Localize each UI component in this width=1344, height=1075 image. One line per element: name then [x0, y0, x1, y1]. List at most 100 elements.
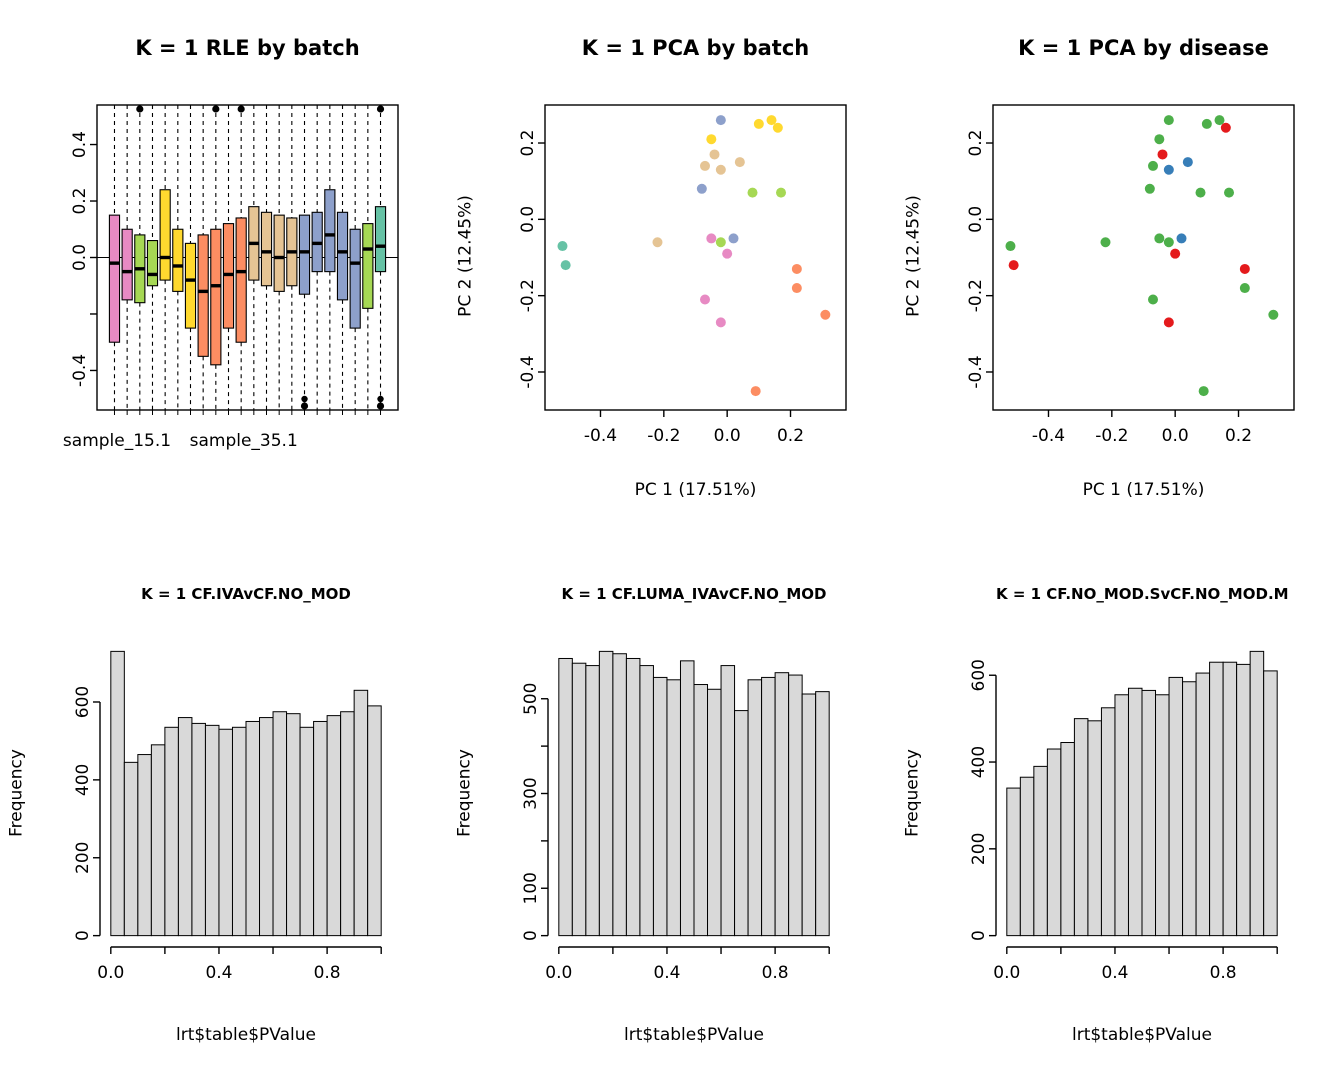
data-point [791, 263, 802, 274]
histogram-bar [1222, 661, 1238, 937]
histogram-bar [720, 665, 736, 937]
pca-disease-scatter-plot: -0.4 -0.2 0.0 0.2 0.2 0.0 -0.2 -0.4 [966, 104, 1295, 446]
data-point [1144, 183, 1155, 194]
tick-label: 0.2 [518, 129, 538, 156]
data-point [1163, 115, 1174, 126]
tick-label: 100 [521, 872, 541, 904]
tick-label: -0.4 [1032, 426, 1065, 446]
data-point [1224, 187, 1235, 198]
histogram-bar [761, 676, 776, 937]
tick-label: -0.2 [966, 279, 986, 312]
tick-label: 0.0 [714, 426, 741, 446]
histogram-bar [1195, 672, 1211, 937]
tick-label: 0.0 [518, 206, 538, 233]
tick-label: -0.2 [518, 279, 538, 312]
x-axis-label: PC 1 (17.51%) [634, 480, 757, 500]
histogram-bar [164, 726, 179, 937]
tick-label: -0.2 [647, 426, 680, 446]
pvalue-histogram-plot: 0 200 400 600 0.0 0.4 0.8 [73, 650, 382, 983]
histogram-bar [639, 665, 654, 937]
data-point [1239, 283, 1250, 294]
data-point [1148, 294, 1159, 305]
tick-label: 0.0 [545, 963, 572, 983]
histogram-bar [707, 688, 722, 937]
data-point [750, 386, 761, 397]
data-point [1239, 263, 1250, 274]
data-point [715, 317, 726, 328]
data-point [715, 115, 726, 126]
histogram-bar [1182, 681, 1197, 937]
data-point [1201, 118, 1212, 129]
tick-label: 0.8 [1210, 963, 1237, 983]
data-point [722, 248, 733, 259]
chart-title: K = 1 PCA by batch [581, 36, 810, 60]
y-axis-label: Frequency [902, 749, 923, 837]
data-point [1163, 164, 1174, 175]
histogram-bar [747, 679, 763, 937]
box [159, 189, 171, 281]
tick-label: 0 [521, 930, 541, 941]
box [273, 214, 285, 292]
box [235, 217, 247, 343]
data-point [709, 149, 720, 160]
histogram-bar [774, 672, 790, 937]
tick-label: 600 [73, 686, 93, 718]
chart-title: K = 1 RLE by batch [135, 36, 360, 60]
histogram-bar [1046, 748, 1062, 937]
data-point [715, 164, 726, 175]
tick-label: 0.2 [777, 426, 804, 446]
rle-boxplot-plot: -0.4 0.0 0.2 0.4 sample_15.1 sample_35.1 [63, 104, 399, 451]
histogram-bar [1006, 787, 1021, 937]
histogram-bar [259, 717, 274, 937]
data-point [791, 283, 802, 294]
box [336, 211, 349, 301]
histogram-bar [177, 717, 193, 937]
data-point [747, 187, 758, 198]
data-point [1198, 386, 1209, 397]
panel-hist-cf-luma-iva: 0 100 300 500 0.0 0.4 0.8 K = 1 CF.LUMA_IVAvCF… [448, 537, 896, 1075]
x-axis-label: lrt$table$PValue [175, 1025, 316, 1045]
histogram-bar [218, 728, 233, 937]
histogram-bar [1127, 687, 1143, 937]
box [349, 228, 361, 329]
histogram-bar [558, 657, 573, 937]
data-point [700, 160, 711, 171]
data-point [1100, 237, 1111, 248]
histogram-bar [1019, 776, 1035, 937]
data-point [766, 115, 777, 126]
tick-label: 400 [73, 764, 93, 796]
tick-label: 0.0 [966, 206, 986, 233]
histogram-bar [1060, 742, 1075, 937]
histogram-bar [1155, 694, 1170, 937]
box [298, 214, 311, 295]
box [184, 242, 197, 329]
data-point [1005, 241, 1016, 252]
histogram-bar [231, 726, 247, 937]
data-point [1154, 134, 1165, 145]
histogram-bar [245, 720, 261, 937]
tick-label: 0.0 [1162, 426, 1189, 446]
tick-label: 0.2 [1225, 426, 1252, 446]
x-axis-label: lrt$table$PValue [623, 1025, 764, 1045]
histogram-bar [299, 726, 315, 937]
histogram-bar [652, 676, 668, 937]
histogram-bar [1209, 661, 1224, 937]
data-point [1176, 233, 1187, 244]
plot-frame [992, 104, 1295, 411]
histogram-bar [788, 674, 803, 937]
outlier [237, 105, 245, 113]
histogram-bar [734, 710, 749, 937]
tick-label: 0.8 [762, 963, 789, 983]
outlier [376, 402, 385, 410]
histogram-bar [679, 660, 695, 937]
tick-label: -0.4 [518, 355, 538, 388]
histogram-bar [204, 724, 220, 937]
plot-frame [544, 104, 847, 411]
box [108, 214, 121, 343]
panel-rle-by-batch: -0.4 0.0 0.2 0.4 sample_15.1 sample_35.1 K = … [0, 0, 448, 537]
histogram-bar [1087, 720, 1102, 937]
tick-label: 200 [969, 833, 989, 865]
box [260, 211, 273, 287]
histogram-bar [150, 744, 166, 937]
panel-hist-cf-no-mod: 0 200 400 600 0.0 0.4 0.8 K = 1 CF.NO_MOD.SvCF… [896, 537, 1344, 1075]
